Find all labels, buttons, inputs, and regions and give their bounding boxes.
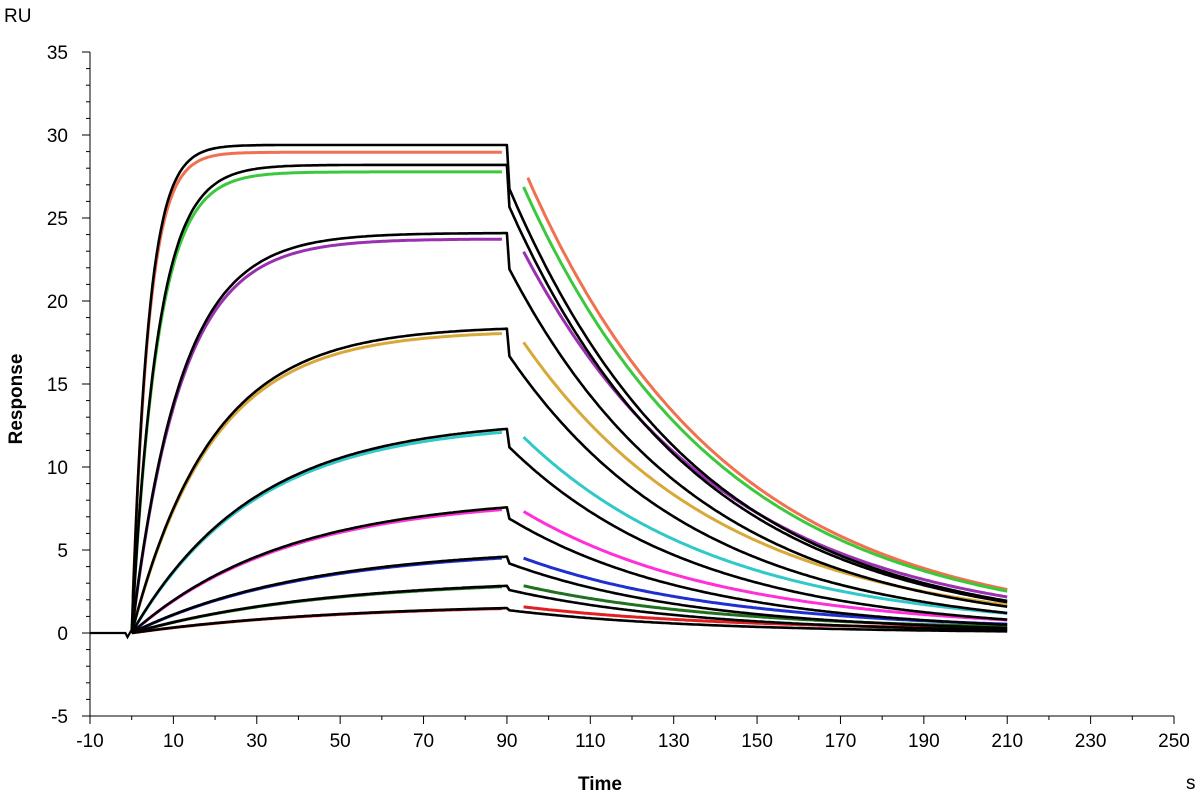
x-tick-label: 250 (1158, 731, 1190, 752)
x-tick-label: 30 (246, 731, 267, 752)
y-tick-label: 15 (47, 375, 68, 396)
series-fit-line (130, 327, 1008, 634)
x-tick-label: -10 (76, 731, 103, 752)
y-tick-label: 35 (47, 43, 68, 64)
y-tick-label: 10 (47, 458, 68, 479)
x-tick-label: 130 (658, 731, 690, 752)
series-trace-association (131, 508, 503, 634)
series-trace-association (132, 556, 502, 634)
series-fit-line (131, 584, 1008, 635)
series-trace-association (132, 607, 502, 635)
series-fit-line (130, 427, 1008, 634)
x-tick-label: 190 (908, 731, 940, 752)
x-tick-label: 70 (413, 731, 434, 752)
x-tick-label: 10 (163, 731, 184, 752)
series-fit-line (131, 555, 1008, 635)
series-trace-dissociation (522, 436, 1008, 615)
x-tick-label: 170 (825, 731, 857, 752)
series-trace-association (131, 430, 503, 632)
x-tick-label: 210 (991, 731, 1023, 752)
series-trace-dissociation (522, 186, 1008, 593)
x-tick-label: 90 (496, 731, 517, 752)
x-tick-label: 50 (330, 731, 351, 752)
series-fit-line (130, 163, 1008, 634)
series-fit-line (130, 231, 1008, 634)
y-tick-label: 5 (57, 541, 68, 562)
series-trace-association (131, 170, 502, 612)
y-tick-label: 25 (47, 209, 68, 230)
x-tick-label: 110 (575, 731, 605, 752)
series-trace-dissociation (522, 341, 1008, 607)
series-trace-dissociation (522, 510, 1008, 622)
series-trace-association (131, 332, 502, 629)
series-trace-dissociation (526, 177, 1008, 592)
x-tick-label: 150 (741, 731, 773, 752)
curves-layer (90, 143, 1008, 640)
x-unit-label: s (1186, 773, 1196, 794)
y-tick-label: 0 (57, 624, 68, 645)
series-trace-association (131, 150, 502, 599)
baseline-trace (90, 629, 133, 640)
x-tick-label: 230 (1075, 731, 1107, 752)
series-fit-line (130, 506, 1008, 634)
y-ticks: -5 0 5 10 15 20 25 30 35 (47, 43, 90, 728)
series-trace-association (131, 237, 502, 624)
y-axis-title: Response (6, 354, 27, 445)
x-axis-title: Time (578, 774, 622, 795)
y-tick-label: 30 (47, 126, 68, 147)
series-fit-line (131, 606, 1008, 635)
y-tick-label: 20 (47, 292, 68, 313)
y-unit-label: RU (4, 6, 31, 27)
y-tick-label: -5 (51, 707, 68, 728)
x-ticks: -10 10 30 50 70 90 110 130 150 170 190 210 230 250 (76, 716, 1190, 752)
series-fit-line (130, 143, 1008, 634)
